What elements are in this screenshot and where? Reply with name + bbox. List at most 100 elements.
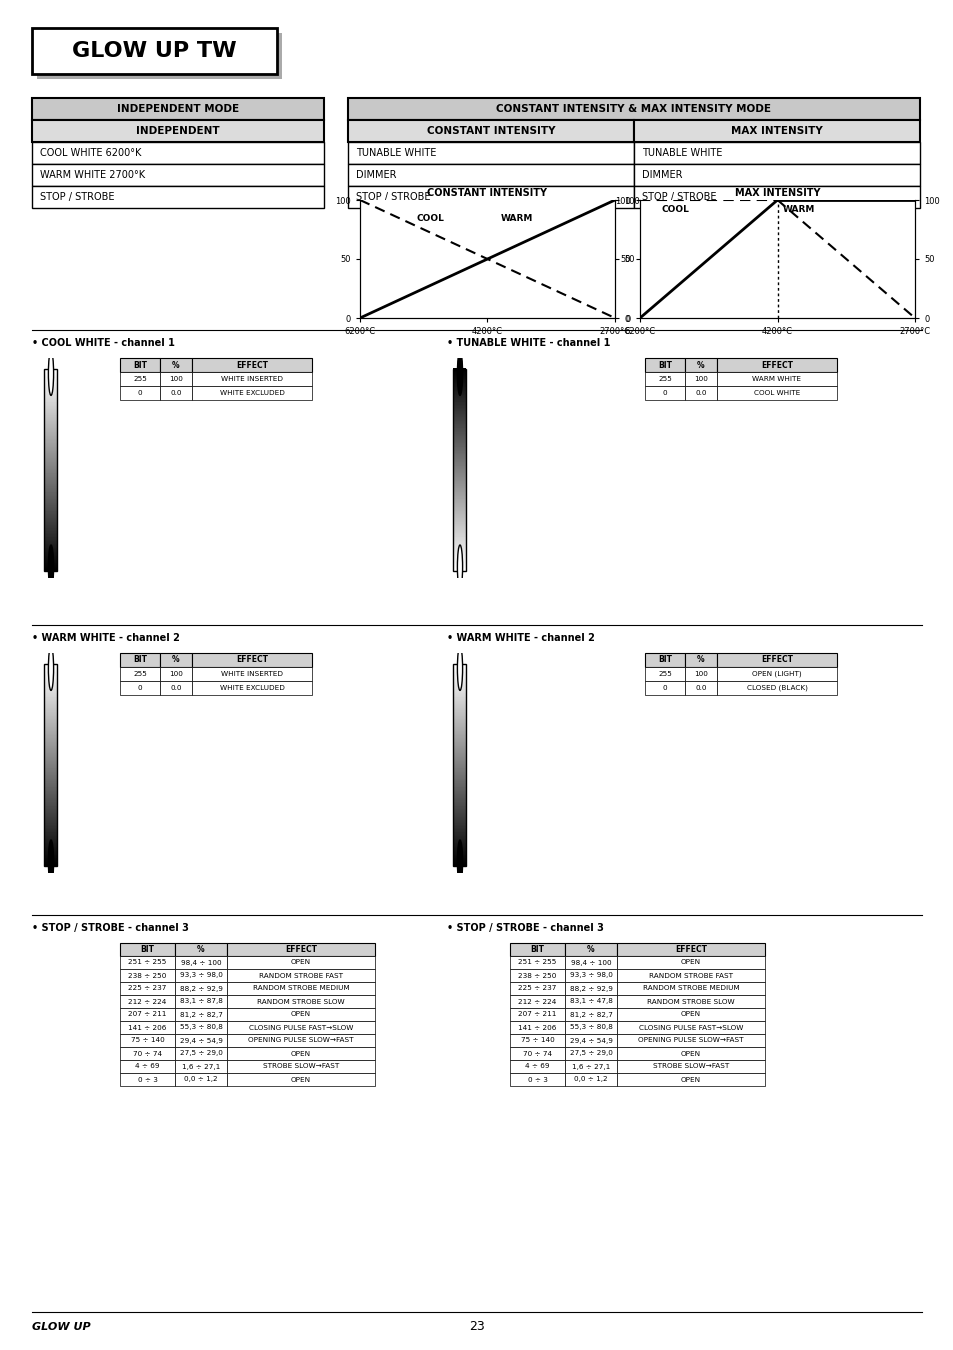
Bar [617, 1060, 764, 1073]
Bar [174, 1073, 227, 1085]
Text: 100: 100 [694, 377, 707, 382]
Text: CLOSING PULSE FAST→SLOW: CLOSING PULSE FAST→SLOW [639, 1025, 742, 1030]
Text: 88,2 ÷ 92,9: 88,2 ÷ 92,9 [569, 986, 612, 991]
Text: 93,3 ÷ 98,0: 93,3 ÷ 98,0 [569, 972, 612, 979]
Text: %: % [697, 360, 704, 370]
Text: CLOSING PULSE FAST→SLOW: CLOSING PULSE FAST→SLOW [249, 1025, 353, 1030]
Text: RANDOM STROBE FAST: RANDOM STROBE FAST [648, 972, 732, 979]
Text: 83,1 ÷ 87,8: 83,1 ÷ 87,8 [179, 999, 222, 1004]
Text: 238 ÷ 250: 238 ÷ 250 [517, 972, 557, 979]
Text: OPEN (LIGHT): OPEN (LIGHT) [751, 671, 801, 678]
Bar [564, 1073, 617, 1085]
Bar [564, 981, 617, 995]
Bar [120, 995, 174, 1008]
Bar [227, 1021, 375, 1034]
Text: BIT: BIT [530, 945, 544, 954]
Bar [510, 944, 564, 956]
Bar [227, 1073, 375, 1085]
Text: 100: 100 [169, 377, 183, 382]
Bar [510, 995, 564, 1008]
Text: OPEN: OPEN [291, 1011, 311, 1018]
Bar [617, 1008, 764, 1021]
Text: 207 ÷ 211: 207 ÷ 211 [517, 1011, 557, 1018]
Bar [634, 142, 919, 163]
Text: COOL WHITE: COOL WHITE [753, 390, 800, 396]
Bar [348, 142, 634, 163]
Bar [227, 981, 375, 995]
Bar [120, 969, 174, 981]
Bar [617, 1073, 764, 1085]
Bar [510, 1060, 564, 1073]
Text: WARM: WARM [499, 215, 532, 223]
Bar [644, 358, 684, 373]
Bar [160, 667, 192, 680]
Bar [510, 1048, 564, 1060]
Text: MAX INTENSITY: MAX INTENSITY [730, 126, 822, 136]
Bar [120, 386, 160, 400]
Text: BIT: BIT [132, 656, 147, 664]
Bar [717, 653, 836, 667]
Bar [617, 969, 764, 981]
Text: 27,5 ÷ 29,0: 27,5 ÷ 29,0 [179, 1050, 222, 1057]
Text: 29,4 ÷ 54,9: 29,4 ÷ 54,9 [569, 1038, 612, 1044]
Bar [684, 667, 717, 680]
Bar [510, 981, 564, 995]
Bar [717, 358, 836, 373]
Text: RANDOM STROBE MEDIUM: RANDOM STROBE MEDIUM [642, 986, 739, 991]
Bar [174, 1034, 227, 1048]
Bar [45, 369, 57, 571]
Text: INDEPENDENT MODE: INDEPENDENT MODE [117, 104, 239, 113]
Title: MAX INTENSITY: MAX INTENSITY [734, 188, 820, 198]
Bar [717, 667, 836, 680]
Text: EFFECT: EFFECT [285, 945, 316, 954]
Text: 88,2 ÷ 92,9: 88,2 ÷ 92,9 [179, 986, 222, 991]
Bar [227, 969, 375, 981]
Bar [174, 969, 227, 981]
Text: 27,5 ÷ 29,0: 27,5 ÷ 29,0 [569, 1050, 612, 1057]
Circle shape [49, 840, 53, 884]
Bar [227, 1034, 375, 1048]
Text: OPEN: OPEN [291, 1050, 311, 1057]
Text: STOP / STROBE: STOP / STROBE [40, 192, 114, 202]
Title: CONSTANT INTENSITY: CONSTANT INTENSITY [427, 188, 547, 198]
Bar [120, 1048, 174, 1060]
Circle shape [456, 351, 462, 396]
Bar [617, 956, 764, 969]
Bar [160, 373, 192, 386]
Text: 251 ÷ 255: 251 ÷ 255 [517, 960, 557, 965]
Text: 0.0: 0.0 [695, 684, 706, 691]
Text: CONSTANT INTENSITY & MAX INTENSITY MODE: CONSTANT INTENSITY & MAX INTENSITY MODE [496, 104, 771, 113]
Text: BIT: BIT [132, 360, 147, 370]
Text: 207 ÷ 211: 207 ÷ 211 [128, 1011, 167, 1018]
Text: RANDOM STROBE MEDIUM: RANDOM STROBE MEDIUM [253, 986, 349, 991]
Text: 225 ÷ 237: 225 ÷ 237 [517, 986, 557, 991]
Text: 238 ÷ 250: 238 ÷ 250 [128, 972, 167, 979]
Text: %: % [587, 945, 594, 954]
Bar [120, 1073, 174, 1085]
Bar [564, 956, 617, 969]
Bar [227, 956, 375, 969]
Bar [564, 1034, 617, 1048]
Bar [510, 969, 564, 981]
Text: WHITE INSERTED: WHITE INSERTED [221, 377, 283, 382]
Bar [617, 1034, 764, 1048]
Bar [510, 1073, 564, 1085]
Bar [348, 99, 919, 120]
Bar [617, 944, 764, 956]
Bar [192, 653, 312, 667]
Bar [348, 163, 634, 186]
Bar [227, 1008, 375, 1021]
Text: 4 ÷ 69: 4 ÷ 69 [525, 1064, 549, 1069]
Text: • WARM WHITE - channel 2: • WARM WHITE - channel 2 [32, 633, 180, 643]
Bar [453, 369, 466, 571]
Circle shape [49, 545, 53, 589]
Text: %: % [172, 656, 179, 664]
Text: COOL: COOL [661, 205, 689, 213]
Text: 255: 255 [132, 377, 147, 382]
Bar [644, 667, 684, 680]
Bar [120, 1034, 174, 1048]
Text: RANDOM STROBE FAST: RANDOM STROBE FAST [258, 972, 343, 979]
Text: OPEN: OPEN [680, 960, 700, 965]
Bar [32, 120, 324, 142]
Circle shape [456, 840, 462, 884]
